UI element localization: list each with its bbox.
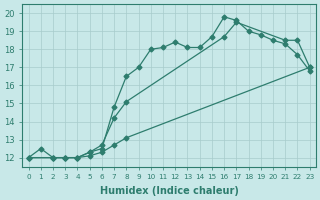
X-axis label: Humidex (Indice chaleur): Humidex (Indice chaleur) bbox=[100, 186, 239, 196]
